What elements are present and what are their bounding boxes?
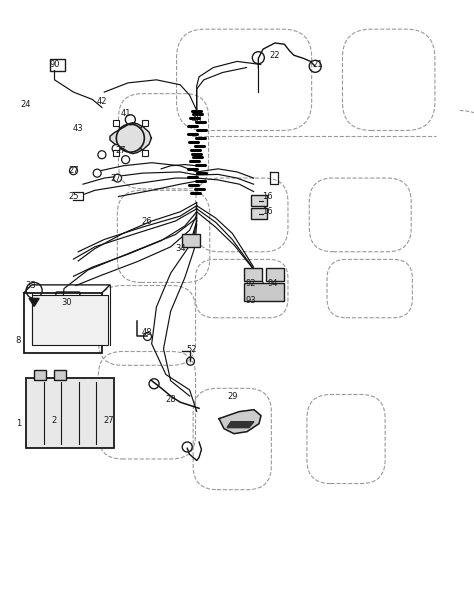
Text: 24: 24	[21, 100, 31, 109]
Text: 1: 1	[16, 419, 22, 428]
Bar	[112, 150, 118, 156]
Text: 27: 27	[116, 146, 126, 155]
Text: 25: 25	[68, 192, 79, 201]
Text: 27: 27	[68, 166, 79, 175]
Text: 90: 90	[49, 60, 60, 69]
Polygon shape	[219, 410, 261, 433]
FancyBboxPatch shape	[244, 283, 284, 301]
FancyBboxPatch shape	[266, 268, 284, 281]
Text: 2: 2	[52, 416, 57, 425]
Text: 42: 42	[97, 97, 107, 106]
Text: 16: 16	[263, 208, 273, 216]
Text: 43: 43	[73, 125, 83, 133]
Text: 26: 26	[142, 217, 152, 225]
FancyBboxPatch shape	[182, 234, 201, 247]
Text: 28: 28	[165, 395, 176, 403]
Bar	[54, 370, 66, 379]
Circle shape	[93, 169, 101, 177]
Text: 27: 27	[111, 174, 121, 182]
Polygon shape	[110, 123, 151, 154]
Text: 33: 33	[26, 281, 36, 290]
Polygon shape	[227, 422, 254, 428]
FancyBboxPatch shape	[251, 195, 267, 206]
Bar	[142, 120, 148, 126]
Text: 52: 52	[187, 346, 197, 354]
Text: 8: 8	[15, 336, 21, 345]
Text: 41: 41	[120, 109, 131, 118]
Text: 16: 16	[263, 192, 273, 201]
Circle shape	[122, 155, 129, 164]
Text: 34: 34	[175, 244, 185, 253]
Bar	[142, 150, 148, 156]
FancyBboxPatch shape	[26, 378, 114, 448]
Text: 40: 40	[191, 115, 202, 124]
Polygon shape	[73, 192, 83, 200]
Bar	[34, 370, 46, 379]
Polygon shape	[29, 298, 39, 306]
Circle shape	[98, 150, 106, 159]
Text: 93: 93	[246, 297, 256, 305]
Text: 30: 30	[61, 298, 72, 306]
FancyBboxPatch shape	[244, 268, 262, 281]
Text: 21: 21	[312, 60, 323, 69]
Circle shape	[112, 144, 120, 153]
FancyBboxPatch shape	[32, 295, 108, 345]
Circle shape	[70, 166, 77, 175]
Bar	[112, 120, 118, 126]
Text: 29: 29	[227, 392, 237, 400]
Text: 27: 27	[104, 416, 114, 425]
Text: 92: 92	[246, 279, 256, 288]
Text: 22: 22	[270, 51, 280, 60]
Text: 48: 48	[142, 328, 152, 337]
FancyBboxPatch shape	[251, 208, 267, 219]
Text: 94: 94	[267, 279, 278, 288]
Circle shape	[114, 174, 121, 182]
